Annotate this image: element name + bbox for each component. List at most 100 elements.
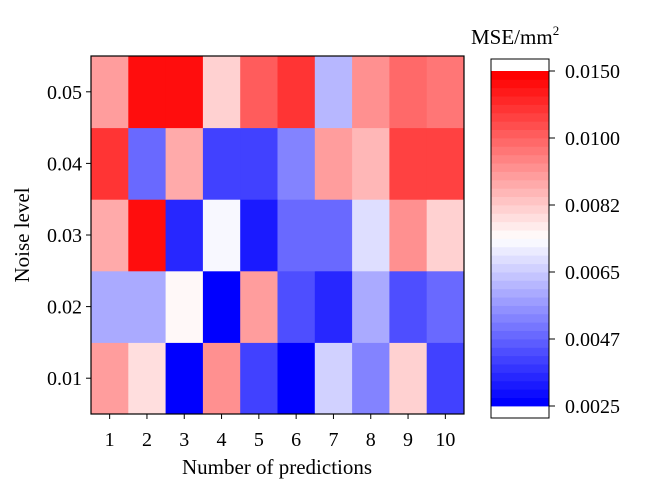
heatmap-cell <box>128 199 167 272</box>
x-tick-label: 3 <box>179 429 189 451</box>
heatmap-cell <box>128 270 167 343</box>
x-tick-label: 5 <box>254 429 264 451</box>
heatmap-cell <box>165 56 204 129</box>
heatmap-cell <box>314 56 353 129</box>
colorbar-level <box>491 213 549 223</box>
heatmap-cell <box>352 199 390 272</box>
heatmap-cell <box>165 199 204 272</box>
heatmap-cell <box>389 56 428 129</box>
x-tick-label: 9 <box>403 429 413 451</box>
heatmap-cell <box>277 199 316 272</box>
y-tick-label: 0.04 <box>47 153 82 175</box>
colorbar-level <box>491 104 549 114</box>
x-tick-label: 10 <box>435 429 455 451</box>
y-tick-label: 0.05 <box>47 82 82 104</box>
y-tick-label: 0.01 <box>47 368 82 390</box>
heatmap-cell <box>389 270 428 343</box>
heatmap-cell <box>128 127 167 200</box>
heatmap-cell <box>91 56 129 129</box>
heatmap-cell <box>202 56 241 129</box>
heatmap-cell <box>277 342 316 415</box>
colorbar-level <box>491 138 549 147</box>
heatmap-cell <box>91 342 129 415</box>
colorbar-level <box>491 355 549 365</box>
heatmap-cell <box>426 342 465 415</box>
heatmap-cell <box>165 270 204 343</box>
colorbar-level <box>491 372 549 382</box>
colorbar-level <box>491 389 549 399</box>
colorbar-tick-label: 0.0047 <box>565 329 620 351</box>
colorbar-level <box>491 171 549 181</box>
y-axis-title: Noise level <box>10 187 34 282</box>
colorbar-level <box>491 322 549 332</box>
heatmap-cell <box>426 270 465 343</box>
colorbar-level <box>491 96 549 105</box>
colorbar-level <box>491 87 549 97</box>
heatmap-cell <box>277 56 316 129</box>
heatmap-cell <box>426 56 465 129</box>
colorbar-level <box>491 163 549 172</box>
heatmap-cell <box>240 199 278 272</box>
heatmap-cell <box>202 342 241 415</box>
heatmap-cell <box>128 56 167 129</box>
colorbar-level <box>491 129 549 139</box>
heatmap-cell <box>389 342 428 415</box>
colorbar <box>491 59 549 418</box>
colorbar-level <box>491 305 549 315</box>
colorbar-level <box>491 280 549 290</box>
heatmap-cell <box>165 127 204 200</box>
heatmap-cell <box>240 56 278 129</box>
heatmap-cell <box>352 342 390 415</box>
colorbar-level <box>491 246 549 256</box>
heatmap-cell <box>240 270 278 343</box>
heatmap-cell <box>128 342 167 415</box>
x-tick-label: 4 <box>217 429 227 451</box>
colorbar-level <box>491 347 549 357</box>
heatmap-cell <box>91 127 129 200</box>
heatmap-cell <box>352 270 390 343</box>
colorbar-level <box>491 380 549 390</box>
heatmap-cell <box>426 127 465 200</box>
colorbar-level <box>491 339 549 348</box>
heatmap-cell <box>202 199 241 272</box>
colorbar-level <box>491 397 549 407</box>
colorbar-level <box>491 238 549 248</box>
heatmap-cell <box>389 127 428 200</box>
colorbar-level <box>491 330 549 340</box>
colorbar-level <box>491 71 549 80</box>
colorbar-level <box>491 146 549 156</box>
colorbar-level <box>491 364 549 373</box>
x-tick-label: 2 <box>142 429 152 451</box>
heatmap-cell <box>91 270 129 343</box>
colorbar-level <box>491 288 549 298</box>
heatmap-cell <box>352 127 390 200</box>
colorbar-level <box>491 79 549 89</box>
colorbar-tick-label: 0.0150 <box>565 61 620 83</box>
heatmap-cell <box>202 127 241 200</box>
colorbar-title: MSE/mm2 <box>471 23 559 49</box>
colorbar-level <box>491 272 549 281</box>
x-axis-title: Number of predictions <box>182 455 372 479</box>
colorbar-level <box>491 263 549 273</box>
colorbar-level <box>491 313 549 323</box>
colorbar-level <box>491 221 549 231</box>
colorbar-ticks: 0.0025 0.0047 0.0065 0.0082 0.0100 0.0150 <box>549 61 620 418</box>
heatmap-cell <box>352 56 390 129</box>
y-tick-label: 0.03 <box>47 225 82 247</box>
heatmap-cell <box>277 270 316 343</box>
colorbar-level <box>491 112 549 122</box>
heatmap-cell <box>314 270 353 343</box>
colorbar-level <box>491 196 549 206</box>
heatmap-cells <box>91 56 465 415</box>
colorbar-level <box>491 121 549 131</box>
heatmap-cell <box>165 342 204 415</box>
heatmap-cell <box>314 127 353 200</box>
y-tick-label: 0.02 <box>47 297 82 319</box>
colorbar-tick-label: 0.0082 <box>565 195 620 217</box>
x-tick-label: 6 <box>291 429 301 451</box>
colorbar-tick-label: 0.0100 <box>565 128 620 150</box>
x-tick-label: 1 <box>105 429 115 451</box>
heatmap-cell <box>202 270 241 343</box>
x-tick-label: 8 <box>366 429 376 451</box>
